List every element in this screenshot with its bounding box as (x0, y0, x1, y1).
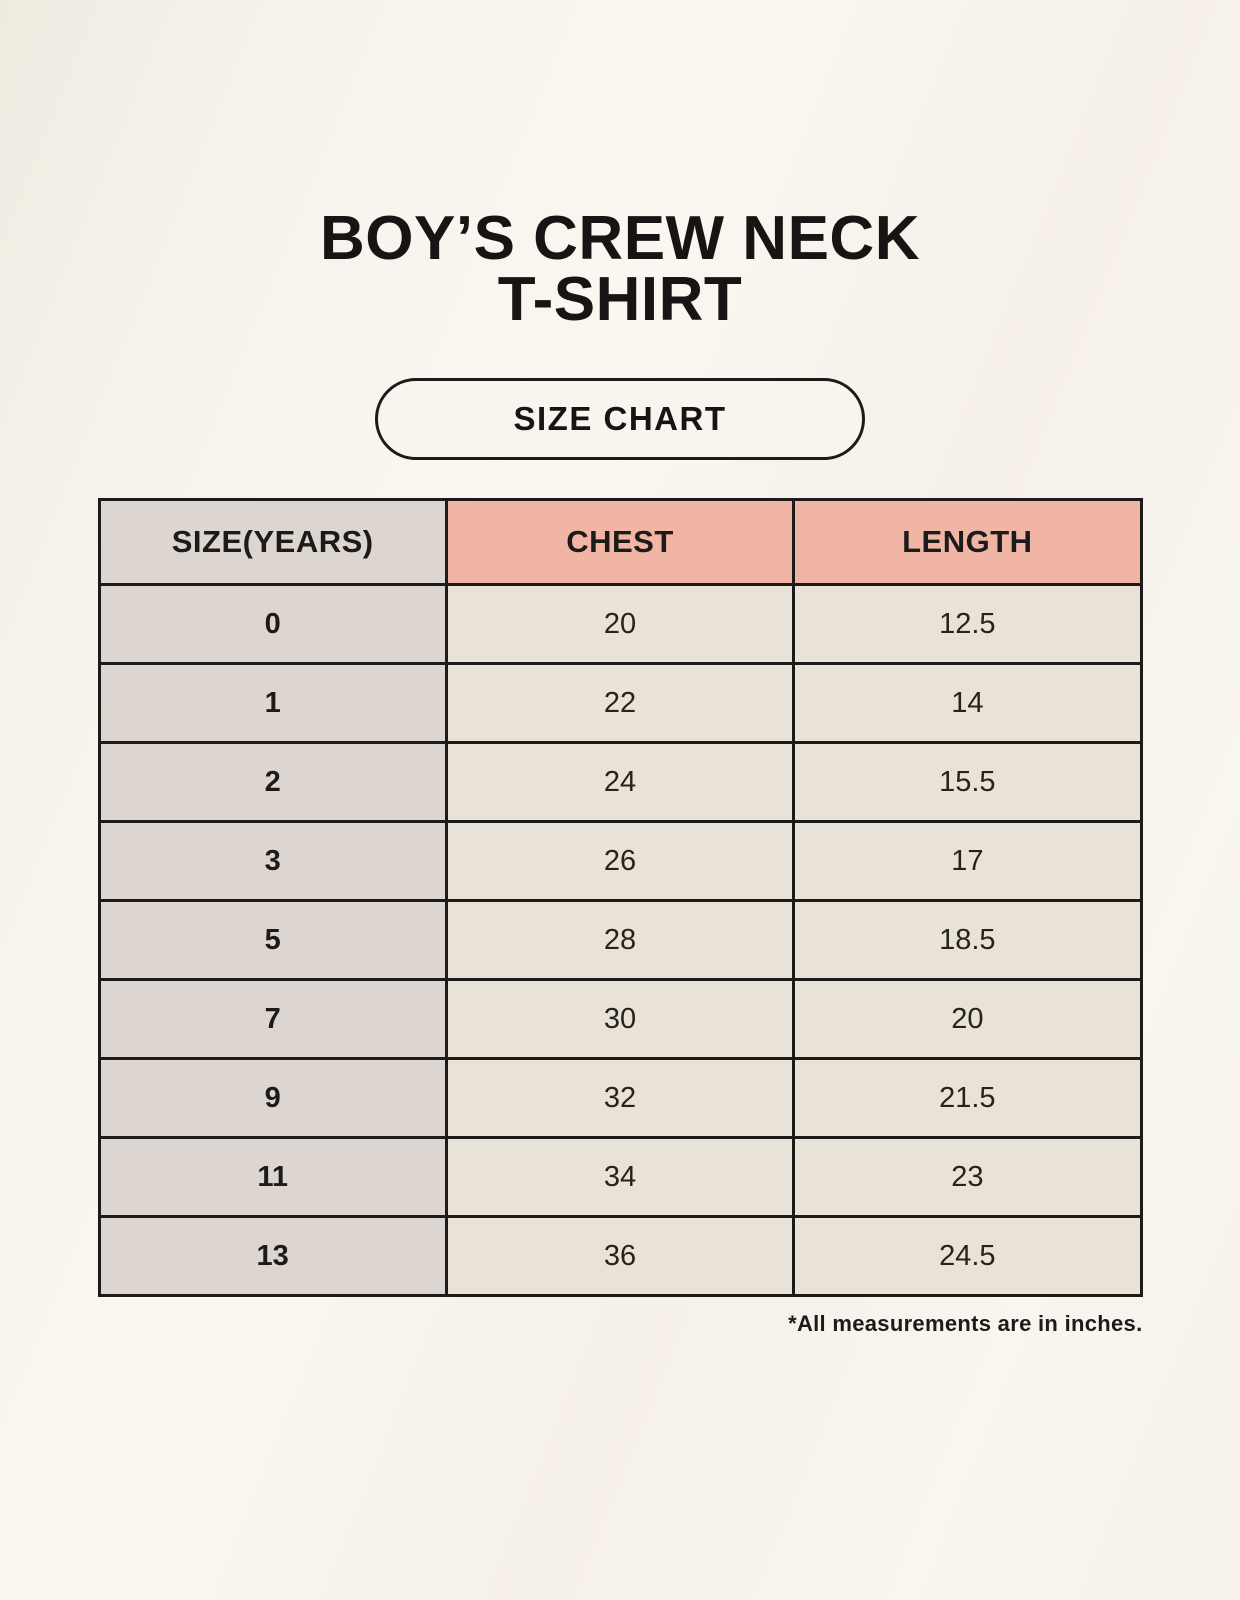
table-row: 0 20 12.5 (97, 583, 1143, 665)
length-cell: 21.5 (792, 1057, 1143, 1139)
page-title-line1: BOY’S CREW NECK (320, 204, 920, 273)
length-cell: 17 (792, 820, 1143, 902)
column-header-size-years: SIZE(YEARS) (97, 498, 448, 586)
size-table: SIZE(YEARS) CHEST LENGTH 0 20 12.5 1 22 14 2 24… (97, 498, 1143, 1297)
chest-cell: 22 (444, 662, 796, 744)
chest-cell: 34 (444, 1136, 796, 1218)
chest-cell: 26 (444, 820, 796, 902)
table-row: 3 26 17 (97, 820, 1143, 902)
length-cell: 15.5 (792, 741, 1143, 823)
page-title-line2: T-SHIRT (497, 265, 743, 334)
size-cell: 1 (97, 662, 448, 744)
chest-cell: 24 (444, 741, 796, 823)
size-chart-badge: SIZE CHART (375, 378, 865, 460)
chest-cell: 36 (444, 1215, 796, 1297)
length-cell: 24.5 (792, 1215, 1143, 1297)
table-row: 11 34 23 (97, 1136, 1143, 1218)
size-cell: 7 (97, 978, 448, 1060)
size-cell: 11 (97, 1136, 448, 1218)
page-title: BOY’S CREW NECK T-SHIRT (0, 0, 1240, 331)
chest-cell: 28 (444, 899, 796, 981)
size-table-body: 0 20 12.5 1 22 14 2 24 15.5 3 26 17 5 28 18.5 7 30 20 9 32 2… (97, 583, 1143, 1297)
size-chart-badge-label: SIZE CHART (513, 400, 727, 437)
chest-cell: 30 (444, 978, 796, 1060)
table-row: 9 32 21.5 (97, 1057, 1143, 1139)
length-cell: 14 (792, 662, 1143, 744)
table-row: 2 24 15.5 (97, 741, 1143, 823)
column-header-chest: CHEST (444, 498, 796, 586)
size-table-header: SIZE(YEARS) CHEST LENGTH (97, 498, 1143, 586)
size-cell: 5 (97, 899, 448, 981)
header-row: SIZE(YEARS) CHEST LENGTH (97, 498, 1143, 586)
table-row: 1 22 14 (97, 662, 1143, 744)
size-cell: 9 (97, 1057, 448, 1139)
column-header-length: LENGTH (792, 498, 1143, 586)
chest-cell: 20 (444, 583, 796, 665)
measurements-footnote: *All measurements are in inches. (788, 1311, 1143, 1336)
chest-cell: 32 (444, 1057, 796, 1139)
table-row: 13 36 24.5 (97, 1215, 1143, 1297)
length-cell: 23 (792, 1136, 1143, 1218)
table-row: 7 30 20 (97, 978, 1143, 1060)
size-cell: 2 (97, 741, 448, 823)
size-cell: 0 (97, 583, 448, 665)
length-cell: 12.5 (792, 583, 1143, 665)
size-cell: 3 (97, 820, 448, 902)
length-cell: 18.5 (792, 899, 1143, 981)
table-row: 5 28 18.5 (97, 899, 1143, 981)
length-cell: 20 (792, 978, 1143, 1060)
size-cell: 13 (97, 1215, 448, 1297)
